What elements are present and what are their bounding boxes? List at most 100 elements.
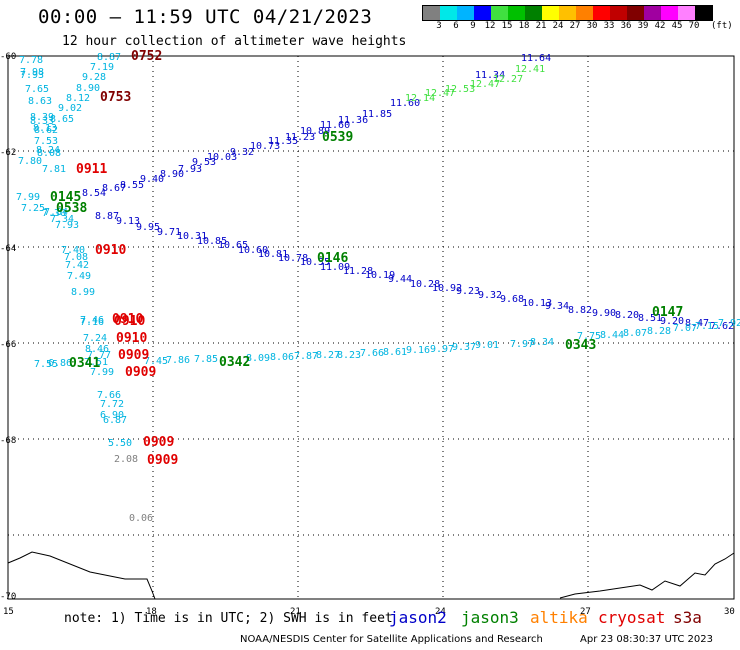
pass-time: 0343 — [565, 338, 596, 353]
wave-height-value: 10.92 — [432, 283, 462, 294]
color-swatch — [576, 6, 593, 20]
wave-height-value: 7.98 — [20, 67, 44, 78]
wave-height-value: 10.89 — [300, 126, 330, 137]
wave-height-value: 8.23 — [337, 350, 361, 361]
wave-height-value: 8.28 — [647, 326, 671, 337]
pass-time: 0539 — [322, 130, 353, 145]
color-swatch — [644, 6, 661, 20]
wave-height-value: 10.65 — [218, 240, 248, 251]
wave-height-value: 7.99 — [90, 367, 114, 378]
wave-height-value: 9.16 — [406, 345, 430, 356]
axis-labels: 15 18 21 24 27 30 -60 -62 -64 -66 -68 -70 — [0, 52, 735, 617]
longitude-label: 24 — [435, 607, 446, 617]
wave-height-value: 8.39 — [30, 112, 54, 123]
wave-height-value: 7.53 — [34, 136, 58, 147]
wave-height-value: 10.78 — [278, 253, 308, 264]
wave-height-value: 6.90 — [100, 410, 124, 421]
latitude-label: -66 — [0, 340, 16, 350]
credit-line: NOAA/NESDIS Center for Satellite Applica… — [240, 634, 543, 645]
wave-height-value: 10.28 — [410, 279, 440, 290]
color-scale-tick: 6 — [453, 21, 459, 31]
wave-height-value: 7.34 — [50, 214, 74, 225]
color-scale-tick: 27 — [569, 21, 581, 31]
wave-height-value: 2.08 — [114, 454, 138, 465]
color-scale-unit: (ft) — [711, 21, 733, 31]
wave-height-value: 7.62 — [710, 321, 734, 332]
latitude-label: -70 — [0, 592, 16, 602]
wave-height-value: 7.93 — [20, 70, 44, 81]
wave-height-value: 8.55 — [120, 180, 144, 191]
longitude-label: 15 — [3, 607, 14, 617]
color-swatch — [423, 6, 440, 20]
wave-height-value: 5.50 — [108, 438, 132, 449]
wave-height-value: 8.51 — [638, 313, 662, 324]
wave-height-value: 7.16 — [80, 317, 104, 328]
color-swatch — [474, 6, 491, 20]
generation-timestamp: Apr 23 08:30:37 UTC 2023 — [580, 634, 713, 645]
wave-height-value: 7.87 — [294, 351, 318, 362]
wave-height-value: 7.85 — [194, 354, 218, 365]
wave-height-value: 7.55 — [34, 359, 58, 370]
wave-height-value: 8.08 — [37, 148, 61, 159]
color-swatch — [559, 6, 576, 20]
footer-note: note: 1) Time is in UTC; 2) SWH is in fe… — [64, 611, 393, 626]
color-scale-tick: 39 — [637, 21, 649, 31]
wave-height-value: 9.53 — [192, 157, 216, 168]
wave-height-value: 9.01 — [475, 340, 499, 351]
pass-time: 0910 — [95, 243, 126, 258]
legend-cryosat: cryosat — [598, 608, 666, 627]
wave-height-value: 10.60 — [238, 245, 268, 256]
wave-height-value: 8.12 — [66, 93, 90, 104]
wave-height-value: 7.65 — [25, 84, 49, 95]
color-scale-tick: 18 — [518, 21, 530, 31]
wave-height-value: 8.82 — [568, 305, 592, 316]
wave-height-value: 7.24 — [83, 333, 107, 344]
wave-height-value: 7.78 — [19, 55, 43, 66]
wave-height-value: 7.75 — [577, 331, 601, 342]
wave-height-value: 7.25 — [21, 203, 45, 214]
wave-height-value: 7.97 — [510, 339, 534, 350]
wave-height-value: 9.97 — [430, 344, 454, 355]
wave-height-value: 9.95 — [136, 222, 160, 233]
color-swatch — [457, 6, 474, 20]
color-swatch — [508, 6, 525, 20]
wave-height-value: 7.19 — [90, 62, 114, 73]
wave-height-value: 9.68 — [500, 294, 524, 305]
wave-height-value: 7.93 — [178, 164, 202, 175]
wave-height-value: 7.93 — [55, 220, 79, 231]
wave-height-value: 7.80 — [18, 156, 42, 167]
color-swatch — [695, 6, 712, 20]
wave-height-value: 0.06 — [129, 513, 153, 524]
wave-height-value: 9.20 — [660, 316, 684, 327]
pass-time: 0910 — [114, 314, 145, 329]
pass-time: 0910 — [116, 331, 147, 346]
color-scale-tick: 45 — [671, 21, 683, 31]
pass-time: 0910 — [112, 312, 143, 327]
wave-height-value: 9.37 — [452, 342, 476, 353]
wave-height-value: 8.46 — [85, 344, 109, 355]
wave-height-value: 11.60 — [320, 120, 350, 131]
wave-height-value: 9.71 — [157, 227, 181, 238]
color-scale-tick: 21 — [535, 21, 547, 31]
wave-height-value: 6.86 — [48, 358, 72, 369]
wave-height-value: 11.23 — [285, 132, 315, 143]
color-swatch — [678, 6, 695, 20]
color-swatch — [661, 6, 678, 20]
pass-time: 0752 — [131, 49, 162, 64]
wave-height-value: 8.13 — [33, 123, 57, 134]
longitude-label: 18 — [146, 607, 157, 617]
wave-height-value: 8.90 — [160, 169, 184, 180]
wave-height-value: 7.42 — [65, 260, 89, 271]
pass-time: 0342 — [219, 355, 250, 370]
wave-height-value: 10.81 — [258, 249, 288, 260]
color-swatch — [440, 6, 457, 20]
color-scale-tick: 42 — [654, 21, 666, 31]
color-scale-tick: 24 — [552, 21, 564, 31]
wave-height-value: 8.27 — [316, 350, 340, 361]
wave-height-value: 7.77 — [87, 350, 111, 361]
wave-height-value: 10.13 — [522, 298, 552, 309]
color-swatch — [491, 6, 508, 20]
wave-height-value: 7.08 — [64, 252, 88, 263]
wave-height-value: 11.60 — [390, 98, 420, 109]
